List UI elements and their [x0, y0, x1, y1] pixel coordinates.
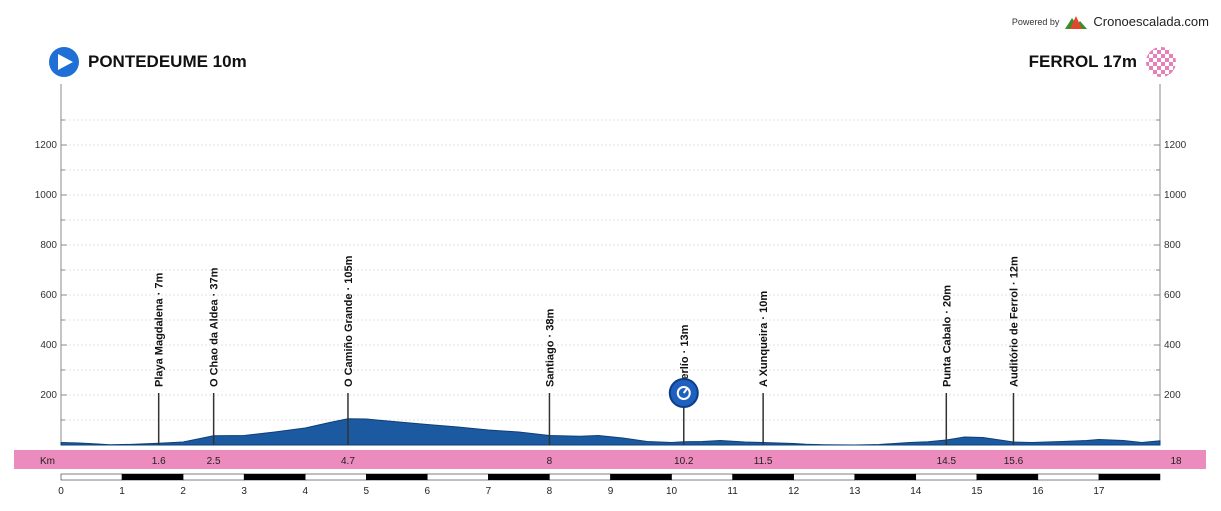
km-scale-segment: [243, 473, 306, 481]
waypoint-label: O Chao da Aldea · 37m: [209, 267, 221, 387]
x-tick-label: 10: [666, 486, 678, 497]
clock-icon-face: [676, 386, 691, 400]
x-tick-label: 16: [1032, 486, 1044, 497]
finish-location: FERROL 17m: [1029, 46, 1177, 78]
km-band-label: 8: [547, 456, 553, 467]
km-scale-segment: [854, 473, 917, 481]
finish-label: FERROL 17m: [1028, 52, 1137, 71]
powered-by-credit[interactable]: Powered by Cronoescalada.com: [1012, 14, 1209, 29]
km-scale-segment: [1098, 473, 1161, 481]
km-scale-segment: [793, 473, 855, 481]
km-band-label: 4.7: [341, 456, 355, 467]
waypoint-label: A Xunqueira · 10m: [758, 291, 770, 387]
km-scale-segment: [549, 473, 611, 481]
km-scale-segment: [121, 473, 184, 481]
x-tick-label: 9: [608, 486, 614, 497]
x-tick-label: 15: [971, 486, 983, 497]
x-tick-label: 6: [425, 486, 431, 497]
km-band-label: 2.5: [207, 456, 221, 467]
mountain-logo-icon: [1065, 15, 1088, 29]
start-location: PONTEDEUME 10m: [48, 46, 247, 78]
x-tick-label: 1: [119, 486, 125, 497]
y-tick-label-right: 1000: [1164, 190, 1187, 201]
waypoint-label: Santiago · 38m: [544, 309, 556, 387]
km-scale-segment: [60, 473, 123, 481]
y-tick-label-right: 200: [1164, 390, 1181, 401]
km-scale-segment: [488, 473, 550, 481]
km-scale-segment: [427, 473, 489, 481]
km-band-axis-label: Km: [40, 456, 55, 467]
y-tick-label-right: 1200: [1164, 140, 1187, 151]
km-band-label: 15.6: [1004, 456, 1024, 467]
brand-name: Cronoescalada.com: [1093, 14, 1209, 29]
clock-icon-hand: [682, 388, 688, 394]
y-tick-label-right: 800: [1164, 240, 1181, 251]
waypoint-label: Auditório de Ferrol · 12m: [1008, 256, 1020, 387]
km-band-label: 18: [1170, 456, 1182, 467]
km-band: [14, 450, 1206, 469]
start-play-icon: [49, 47, 79, 77]
x-tick-label: 14: [910, 486, 922, 497]
y-tick-label-left: 400: [40, 340, 57, 351]
x-tick-label: 0: [58, 486, 64, 497]
x-tick-label: 12: [788, 486, 800, 497]
km-scale-segment: [732, 473, 794, 481]
y-tick-label-left: 200: [40, 390, 57, 401]
km-band-label: 14.5: [937, 456, 957, 467]
km-band-label: 1.6: [152, 456, 166, 467]
x-tick-label: 8: [547, 486, 553, 497]
y-tick-label-left: 1200: [35, 140, 58, 151]
km-scale-segment: [1037, 473, 1100, 481]
x-tick-label: 4: [302, 486, 308, 497]
y-tick-label-left: 600: [40, 290, 57, 301]
y-tick-label-right: 600: [1164, 290, 1181, 301]
x-tick-label: 2: [180, 486, 186, 497]
km-scale-segment: [671, 473, 733, 481]
elevation-profile-area: [60, 418, 1161, 446]
powered-by-text: Powered by: [1011, 16, 1060, 27]
x-tick-label: 13: [849, 486, 861, 497]
km-scale-segment: [976, 473, 1039, 481]
start-label: PONTEDEUME 10m: [88, 52, 247, 71]
y-tick-label-right: 400: [1164, 340, 1181, 351]
checkered-flag-icon: [1146, 47, 1176, 77]
x-tick-label: 11: [727, 486, 738, 497]
waypoint-label: O Camiño Grande · 105m: [343, 255, 355, 387]
y-tick-label-left: 1000: [35, 190, 58, 201]
km-scale-segment: [610, 473, 672, 481]
waypoint-label: Perlío · 13m: [679, 324, 691, 387]
km-scale-segment: [182, 473, 245, 481]
km-scale-segment: [304, 473, 367, 481]
x-tick-label: 5: [363, 486, 369, 497]
y-tick-label-left: 800: [40, 240, 57, 251]
x-tick-label: 17: [1093, 486, 1105, 497]
km-scale-segment: [915, 473, 978, 481]
km-band-label: 11.5: [754, 456, 773, 467]
km-band-label: 10.2: [674, 456, 694, 467]
x-tick-label: 7: [486, 486, 492, 497]
waypoint-label: Playa Magdalena · 7m: [154, 272, 166, 387]
km-scale-segment: [366, 473, 428, 481]
waypoint-label: Punta Cabalo · 20m: [941, 285, 953, 387]
x-tick-label: 3: [241, 486, 247, 497]
